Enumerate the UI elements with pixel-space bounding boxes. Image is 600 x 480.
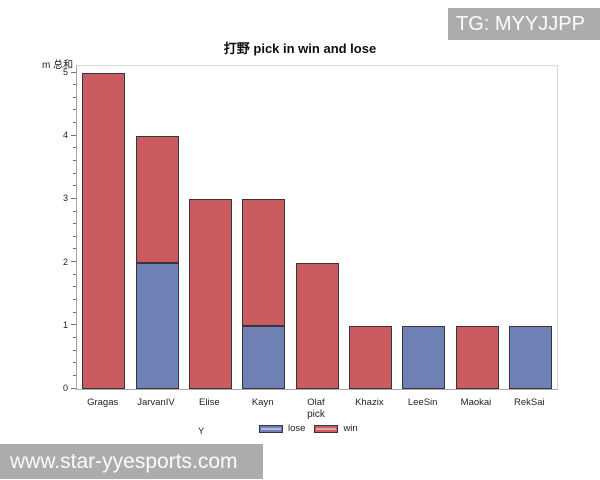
y-tick-label: 4 bbox=[62, 130, 68, 141]
watermark-bottom-left: www.star-yyesports.com bbox=[0, 444, 263, 479]
x-axis-label: pick bbox=[307, 409, 325, 420]
y-tick-label: 3 bbox=[62, 193, 68, 204]
chart-title: 打野 pick in win and lose bbox=[223, 41, 377, 56]
x-category-label: LeeSin bbox=[407, 397, 438, 408]
bar-segment-lose bbox=[402, 325, 446, 389]
bar-segment-lose bbox=[508, 325, 552, 389]
y-minor-tick bbox=[73, 374, 76, 376]
bar-segment-win bbox=[188, 199, 232, 389]
bar-segment-lose bbox=[135, 262, 179, 389]
x-category-label: Kayn bbox=[251, 397, 274, 408]
legend-item-lose: lose bbox=[259, 423, 305, 434]
y-major-tick bbox=[71, 197, 76, 199]
legend-swatch-lose bbox=[259, 424, 283, 433]
watermark-top-right: TG: MYYJJPP bbox=[448, 8, 600, 40]
legend-item-win: win bbox=[314, 423, 358, 434]
y-major-tick bbox=[71, 261, 76, 263]
bar-segment-win bbox=[242, 199, 286, 326]
plot-area bbox=[76, 65, 558, 390]
y-minor-tick bbox=[73, 159, 76, 161]
x-category-label: Maokai bbox=[460, 397, 492, 408]
y-minor-tick bbox=[73, 349, 76, 351]
bar-segment-win bbox=[455, 325, 499, 389]
y-minor-tick bbox=[73, 185, 76, 187]
x-category-label: Elise bbox=[199, 397, 220, 408]
y-minor-tick bbox=[73, 109, 76, 111]
y-major-tick bbox=[71, 387, 76, 389]
y-minor-tick bbox=[73, 223, 76, 225]
y-minor-tick bbox=[73, 96, 76, 98]
bar-segment-win bbox=[135, 136, 179, 263]
legend-label-lose: lose bbox=[288, 423, 306, 434]
x-category-label: RekSai bbox=[514, 397, 545, 408]
y-minor-tick bbox=[73, 311, 76, 313]
bars-container bbox=[77, 66, 557, 389]
x-category-label: Olaf bbox=[307, 397, 325, 408]
legend-label-win: win bbox=[343, 423, 358, 434]
x-category-label: Gragas bbox=[87, 397, 119, 408]
y-minor-tick bbox=[73, 172, 76, 174]
y-major-tick bbox=[71, 324, 76, 326]
x-category-label: Khazix bbox=[355, 397, 384, 408]
y-minor-tick bbox=[73, 336, 76, 338]
y-tick-label: 1 bbox=[62, 319, 68, 330]
y-major-tick bbox=[71, 134, 76, 136]
bar-segment-win bbox=[82, 73, 126, 389]
bar-segment-win bbox=[295, 262, 339, 389]
y-minor-tick bbox=[73, 84, 76, 86]
y-axis-label: m 总和 bbox=[42, 60, 74, 71]
y-minor-tick bbox=[73, 235, 76, 237]
y-tick-label: 2 bbox=[62, 256, 68, 267]
legend-title: Y bbox=[198, 426, 205, 437]
y-major-tick bbox=[71, 71, 76, 73]
y-tick-label: 5 bbox=[62, 67, 68, 77]
legend: lose win bbox=[259, 423, 367, 434]
y-minor-tick bbox=[73, 248, 76, 250]
bar-segment-lose bbox=[242, 325, 286, 389]
y-minor-tick bbox=[73, 273, 76, 275]
y-minor-tick bbox=[73, 122, 76, 124]
y-minor-tick bbox=[73, 147, 76, 149]
y-minor-tick bbox=[73, 299, 76, 301]
bar-segment-win bbox=[348, 325, 392, 389]
y-minor-tick bbox=[73, 210, 76, 212]
legend-swatch-win bbox=[314, 424, 339, 433]
x-category-label: JarvanIV bbox=[137, 397, 175, 408]
y-minor-tick bbox=[73, 286, 76, 288]
y-tick-label: 0 bbox=[62, 383, 68, 393]
y-minor-tick bbox=[73, 362, 76, 364]
